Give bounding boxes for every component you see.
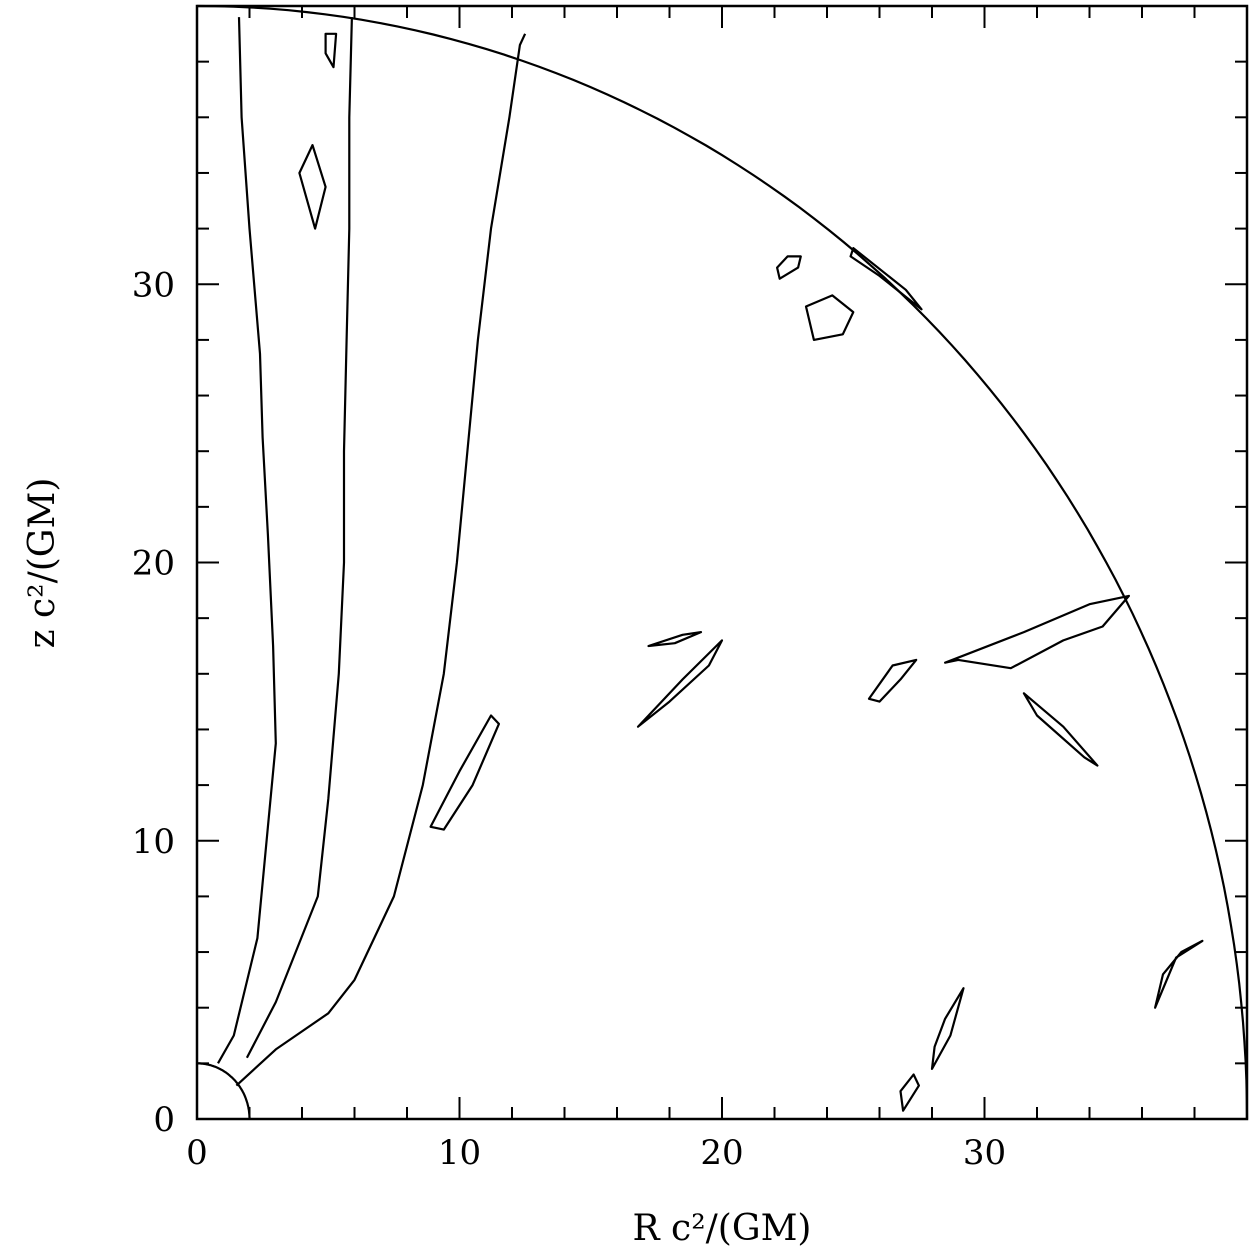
contour-upper-left-blob (324, 32, 338, 69)
x-tick-label: 30 (963, 1133, 1006, 1173)
contour-lines (196, 4, 1249, 1120)
y-tick-label: 20 (132, 544, 175, 584)
tick-labels: 0 10 20 30 0 10 20 30 (132, 265, 1006, 1173)
contour-right-lens (1022, 692, 1099, 767)
contour-elongated-blob-1 (429, 714, 500, 831)
contour-left-jet-band (217, 17, 277, 1064)
outer-boundary-arc (196, 4, 1249, 1120)
y-tick-label: 10 (132, 822, 175, 862)
contour-blob-b (776, 255, 802, 280)
contour-base-cluster-1 (930, 987, 965, 1070)
x-tick-label: 10 (438, 1133, 481, 1173)
contour-arm-left (867, 658, 918, 703)
y-axis-label: z c²/(GM) (22, 478, 63, 649)
y-tick-label: 30 (132, 265, 175, 305)
y-tick-label: 0 (153, 1100, 175, 1140)
contour-big-arm (944, 594, 1130, 670)
contour-funnel-outer-edge (235, 33, 527, 1087)
contour-middle-band (245, 17, 353, 1059)
contour-streak-2 (647, 631, 703, 648)
inner-boundary-arc (196, 1062, 251, 1120)
contour-base-cluster-2 (899, 1073, 920, 1112)
plot-frame (195, 4, 1249, 1121)
contour-blob-a (804, 294, 855, 341)
contour-right-low-blob (1154, 939, 1204, 1009)
contour-rim-strip (849, 247, 923, 311)
contour-streak-1 (636, 639, 724, 728)
x-axis-label: R c²/(GM) (633, 1208, 812, 1249)
x-tick-label: 0 (186, 1133, 208, 1173)
axis-ticks (196, 5, 1248, 1120)
x-tick-label: 20 (700, 1133, 743, 1173)
contour-left-diamond (298, 144, 327, 230)
